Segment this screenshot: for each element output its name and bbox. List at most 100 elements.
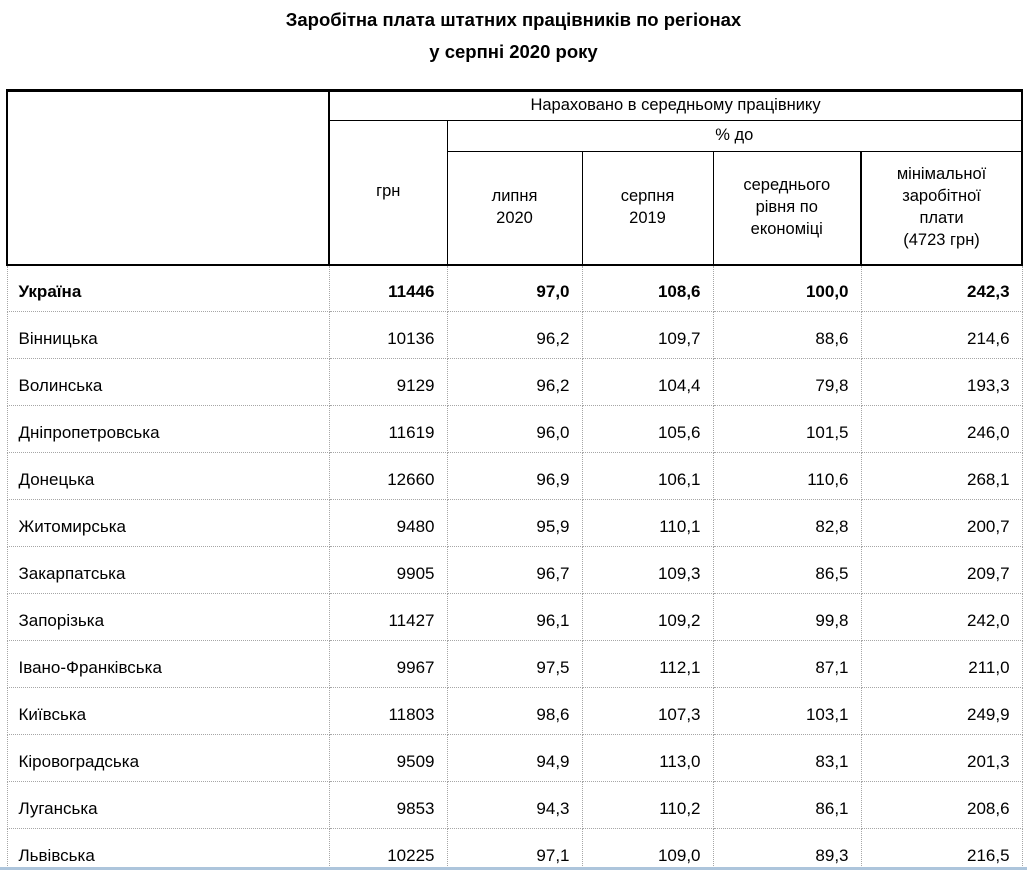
table-row: Запорізька 11427 96,1 109,2 99,8 242,0: [6, 593, 1023, 641]
region-cell: Київська: [6, 687, 330, 735]
value-cell: 200,7: [860, 499, 1023, 547]
value-cell: 10136: [328, 311, 448, 359]
region-header-cell: [6, 89, 330, 266]
page-title-line1: Заробітна плата штатних працівників по р…: [285, 9, 742, 30]
value-cell: 96,9: [446, 452, 583, 500]
region-cell: Житомирська: [6, 499, 330, 547]
value-cell: 9905: [328, 546, 448, 594]
value-cell: 110,6: [712, 452, 862, 500]
region-cell: Кіровоградська: [6, 734, 330, 782]
value-cell: 98,6: [446, 687, 583, 735]
table-row: Київська 11803 98,6 107,3 103,1 249,9: [6, 687, 1023, 735]
value-cell: 86,5: [712, 546, 862, 594]
value-cell: 201,3: [860, 734, 1023, 782]
value-cell: 96,7: [446, 546, 583, 594]
table-row-ukraine: Україна 11446 97,0 108,6 100,0 242,3: [6, 264, 1023, 312]
region-cell: Львівська: [6, 828, 330, 870]
value-cell: 249,9: [860, 687, 1023, 735]
region-cell: Вінницька: [6, 311, 330, 359]
value-cell: 11619: [328, 405, 448, 453]
value-cell: 11803: [328, 687, 448, 735]
value-cell: 107,3: [581, 687, 714, 735]
column-header-economy-average: середнього рівня по економіці: [712, 151, 862, 266]
column-header-minimum-wage: мінімальної заробітної плати (4723 грн): [859, 151, 1024, 266]
value-cell: 110,2: [581, 781, 714, 829]
page-title-line2: у серпні 2020 року: [429, 41, 598, 62]
value-cell: 79,8: [712, 358, 862, 406]
value-cell: 95,9: [446, 499, 583, 547]
value-cell: 101,5: [712, 405, 862, 453]
value-cell: 209,7: [860, 546, 1023, 594]
column-group-header: Нараховано в середньому працівнику: [328, 89, 1024, 121]
value-cell: 83,1: [712, 734, 862, 782]
value-cell: 104,4: [581, 358, 714, 406]
region-cell: Івано-Франківська: [6, 640, 330, 688]
region-cell: Україна: [6, 264, 330, 312]
value-cell: 208,6: [860, 781, 1023, 829]
table-row: Вінницька 10136 96,2 109,7 88,6 214,6: [6, 311, 1023, 359]
table-row: Львівська 10225 97,1 109,0 89,3 216,5: [6, 828, 1023, 870]
region-cell: Запорізька: [6, 593, 330, 641]
table-row: Волинська 9129 96,2 104,4 79,8 193,3: [6, 358, 1023, 406]
value-cell: 94,3: [446, 781, 583, 829]
value-cell: 94,9: [446, 734, 583, 782]
value-cell: 96,1: [446, 593, 583, 641]
value-cell: 11446: [328, 264, 448, 312]
value-cell: 99,8: [712, 593, 862, 641]
value-cell: 96,2: [446, 358, 583, 406]
column-header-august-2019: серпня 2019: [581, 151, 714, 266]
value-cell: 109,0: [581, 828, 714, 870]
column-header-percent-group: % до: [446, 120, 1024, 152]
value-cell: 211,0: [860, 640, 1023, 688]
bottom-edge-line: [0, 867, 1027, 870]
value-cell: 105,6: [581, 405, 714, 453]
value-cell: 100,0: [712, 264, 862, 312]
value-cell: 9967: [328, 640, 448, 688]
value-cell: 87,1: [712, 640, 862, 688]
column-header-july-2020: липня 2020: [446, 151, 583, 266]
value-cell: 113,0: [581, 734, 714, 782]
page-title: Заробітна плата штатних працівників по р…: [0, 0, 1027, 68]
region-cell: Волинська: [6, 358, 330, 406]
salary-table: Нараховано в середньому працівнику грн %…: [6, 89, 1024, 870]
table-row: Донецька 12660 96,9 106,1 110,6 268,1: [6, 452, 1023, 500]
value-cell: 89,3: [712, 828, 862, 870]
value-cell: 82,8: [712, 499, 862, 547]
value-cell: 103,1: [712, 687, 862, 735]
value-cell: 193,3: [860, 358, 1023, 406]
value-cell: 112,1: [581, 640, 714, 688]
table-row: Кіровоградська 9509 94,9 113,0 83,1 201,…: [6, 734, 1023, 782]
value-cell: 9480: [328, 499, 448, 547]
value-cell: 10225: [328, 828, 448, 870]
value-cell: 9129: [328, 358, 448, 406]
header-row-percent: грн % до: [7, 120, 1024, 266]
value-cell: 11427: [328, 593, 448, 641]
value-cell: 9509: [328, 734, 448, 782]
table-row: Івано-Франківська 9967 97,5 112,1 87,1 2…: [6, 640, 1023, 688]
value-cell: 9853: [328, 781, 448, 829]
column-header-uah: грн: [328, 120, 448, 266]
value-cell: 97,0: [446, 264, 583, 312]
value-cell: 106,1: [581, 452, 714, 500]
region-cell: Дніпропетровська: [6, 405, 330, 453]
header-row-group: Нараховано в середньому працівнику: [6, 89, 1024, 266]
table-row: Закарпатська 9905 96,7 109,3 86,5 209,7: [6, 546, 1023, 594]
table-row: Дніпропетровська 11619 96,0 105,6 101,5 …: [6, 405, 1023, 453]
value-cell: 242,0: [860, 593, 1023, 641]
value-cell: 96,0: [446, 405, 583, 453]
value-cell: 246,0: [860, 405, 1023, 453]
table-row: Житомирська 9480 95,9 110,1 82,8 200,7: [6, 499, 1023, 547]
table-row: Луганська 9853 94,3 110,2 86,1 208,6: [6, 781, 1023, 829]
value-cell: 110,1: [581, 499, 714, 547]
value-cell: 96,2: [446, 311, 583, 359]
value-cell: 216,5: [860, 828, 1023, 870]
value-cell: 88,6: [712, 311, 862, 359]
region-cell: Донецька: [6, 452, 330, 500]
value-cell: 109,2: [581, 593, 714, 641]
value-cell: 109,7: [581, 311, 714, 359]
value-cell: 109,3: [581, 546, 714, 594]
region-cell: Закарпатська: [6, 546, 330, 594]
region-cell: Луганська: [6, 781, 330, 829]
value-cell: 214,6: [860, 311, 1023, 359]
